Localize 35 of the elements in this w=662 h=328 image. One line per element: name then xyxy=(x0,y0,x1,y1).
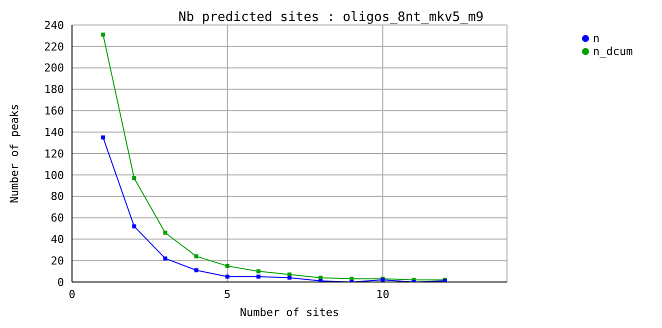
point xyxy=(163,256,168,260)
y-tick-label: 240 xyxy=(44,18,64,32)
y-tick-label: 20 xyxy=(50,254,64,268)
x-tick-label: 5 xyxy=(224,288,231,301)
y-tick-label: 40 xyxy=(50,233,64,246)
y-tick-label: 220 xyxy=(44,40,64,54)
legend-label: n xyxy=(593,32,600,45)
point xyxy=(101,32,106,37)
point xyxy=(225,264,230,268)
point xyxy=(256,274,260,279)
x-tick-label: 10 xyxy=(376,288,390,301)
y-tick-label: 100 xyxy=(44,168,64,182)
point xyxy=(288,276,292,280)
x-tick-label: 0 xyxy=(68,288,76,301)
legend-label: n_dcum xyxy=(593,45,633,58)
point xyxy=(256,269,260,274)
x-axis-title: Number of sites xyxy=(240,306,340,319)
point xyxy=(194,268,198,272)
point xyxy=(163,230,168,235)
y-tick-label: 200 xyxy=(44,62,64,75)
point xyxy=(132,176,136,180)
point xyxy=(318,278,323,282)
point xyxy=(194,254,198,258)
point xyxy=(132,224,136,228)
y-tick-label: 160 xyxy=(44,104,64,118)
y-tick-label: 0 xyxy=(57,276,64,289)
chart-title: Nb predicted sites : oligos_8nt_mkv5_m9 xyxy=(178,10,484,25)
point xyxy=(225,274,230,279)
y-tick-label: 80 xyxy=(50,190,64,204)
point xyxy=(101,135,106,140)
y-tick-label: 140 xyxy=(44,126,64,139)
y-tick-label: 180 xyxy=(44,83,64,96)
y-tick-label: 60 xyxy=(50,212,64,225)
y-axis-title: Number of peaks xyxy=(8,104,21,204)
y-tick-label: 120 xyxy=(44,147,64,160)
